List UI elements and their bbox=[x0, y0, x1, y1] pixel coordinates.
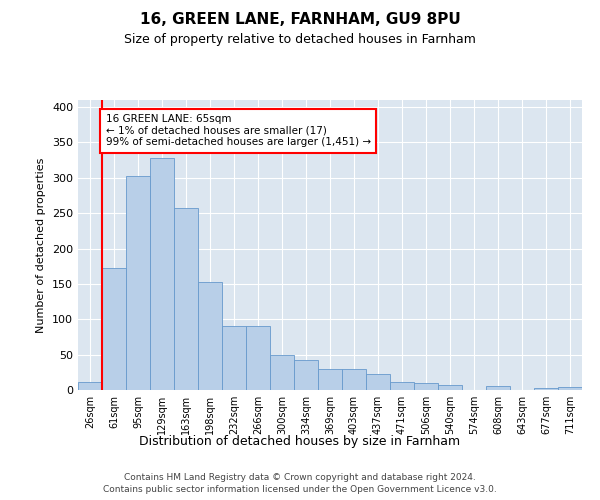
Bar bbox=[150, 158, 174, 390]
Bar bbox=[222, 326, 246, 390]
Bar bbox=[342, 369, 366, 390]
Bar bbox=[534, 388, 558, 390]
Bar bbox=[318, 369, 342, 390]
Bar bbox=[486, 386, 510, 390]
Text: Size of property relative to detached houses in Farnham: Size of property relative to detached ho… bbox=[124, 32, 476, 46]
Bar bbox=[366, 374, 390, 390]
Text: Distribution of detached houses by size in Farnham: Distribution of detached houses by size … bbox=[139, 435, 461, 448]
Bar bbox=[438, 385, 462, 390]
Text: 16 GREEN LANE: 65sqm
← 1% of detached houses are smaller (17)
99% of semi-detach: 16 GREEN LANE: 65sqm ← 1% of detached ho… bbox=[106, 114, 371, 148]
Bar bbox=[414, 383, 438, 390]
Text: 16, GREEN LANE, FARNHAM, GU9 8PU: 16, GREEN LANE, FARNHAM, GU9 8PU bbox=[140, 12, 460, 28]
Text: Contains HM Land Registry data © Crown copyright and database right 2024.: Contains HM Land Registry data © Crown c… bbox=[124, 472, 476, 482]
Bar bbox=[174, 208, 198, 390]
Bar bbox=[126, 176, 150, 390]
Bar bbox=[390, 382, 414, 390]
Bar bbox=[102, 268, 126, 390]
Bar bbox=[270, 354, 294, 390]
Y-axis label: Number of detached properties: Number of detached properties bbox=[37, 158, 46, 332]
Bar bbox=[294, 360, 318, 390]
Bar bbox=[558, 387, 582, 390]
Bar bbox=[198, 282, 222, 390]
Bar bbox=[246, 326, 270, 390]
Bar bbox=[78, 382, 102, 390]
Text: Contains public sector information licensed under the Open Government Licence v3: Contains public sector information licen… bbox=[103, 485, 497, 494]
